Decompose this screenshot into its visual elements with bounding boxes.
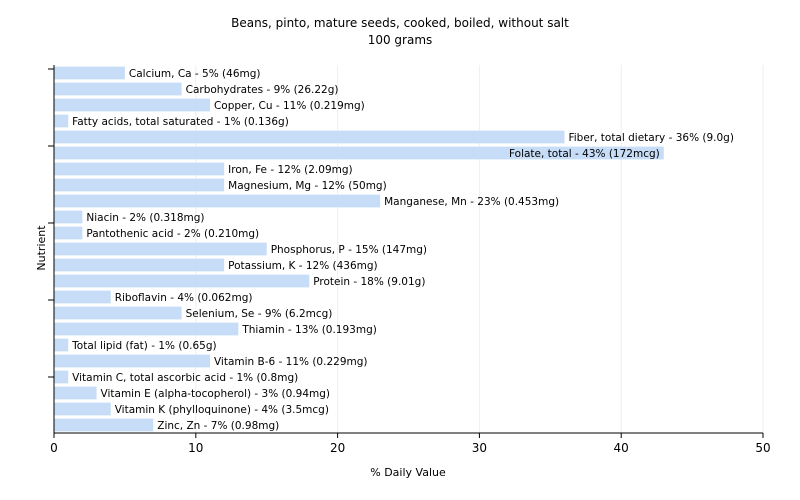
bar-label-17: Total lipid (fat) - 1% (0.65g) [71, 340, 216, 352]
bar-label-1: Carbohydrates - 9% (26.22g) [186, 84, 339, 96]
bar-19 [54, 370, 69, 384]
bar-label-16: Thiamin - 13% (0.193mg) [241, 324, 377, 336]
bar-0 [54, 66, 125, 80]
bar-label-3: Fatty acids, total saturated - 1% (0.136… [72, 116, 289, 128]
bar-9 [54, 210, 83, 224]
bar-2 [54, 98, 210, 112]
bar-4 [54, 130, 565, 144]
bar-label-21: Vitamin K (phylloquinone) - 4% (3.5mcg) [115, 404, 329, 416]
bar-15 [54, 306, 182, 320]
bar-label-12: Potassium, K - 12% (436mg) [228, 260, 378, 272]
bar-3 [54, 114, 69, 128]
bar-label-15: Selenium, Se - 9% (6.2mcg) [186, 308, 333, 320]
x-tick-label: 30 [472, 441, 487, 455]
x-tick-label: 0 [50, 441, 58, 455]
bar-label-9: Niacin - 2% (0.318mg) [86, 212, 204, 224]
bar-label-0: Calcium, Ca - 5% (46mg) [129, 68, 261, 80]
bar-label-22: Zinc, Zn - 7% (0.98mg) [157, 420, 279, 432]
bar-21 [54, 402, 111, 416]
bars-group: Calcium, Ca - 5% (46mg) Carbohydrates - 9… [54, 66, 734, 432]
bar-label-20: Vitamin E (alpha-tocopherol) - 3% (0.94m… [101, 388, 331, 400]
bar-18 [54, 354, 210, 368]
bar-label-2: Copper, Cu - 11% (0.219mg) [214, 100, 365, 112]
x-tick-label: 50 [755, 441, 770, 455]
bar-16 [54, 322, 239, 336]
chart-title: Beans, pinto, mature seeds, cooked, boil… [231, 16, 569, 30]
bar-20 [54, 386, 97, 400]
bar-label-10: Pantothenic acid - 2% (0.210mg) [86, 228, 259, 240]
y-axis-label: Nutrient [35, 225, 48, 271]
bar-22 [54, 418, 154, 432]
bar-label-8: Manganese, Mn - 23% (0.453mg) [384, 196, 559, 208]
bar-6 [54, 162, 225, 176]
bar-label-19: Vitamin C, total ascorbic acid - 1% (0.8… [72, 372, 298, 384]
axes-group: 0 10 20 30 40 50 [48, 65, 771, 455]
bar-label-18: Vitamin B-6 - 11% (0.229mg) [214, 356, 368, 368]
chart-subtitle: 100 grams [368, 33, 433, 47]
bar-11 [54, 242, 267, 256]
grid-lines [195, 65, 764, 433]
bar-label-5: Folate, total - 43% (172mcg) [509, 148, 660, 160]
x-tick-label: 20 [330, 441, 345, 455]
bar-label-14: Riboflavin - 4% (0.062mg) [115, 292, 253, 304]
bar-7 [54, 178, 225, 192]
bar-1 [54, 82, 182, 96]
bar-label-6: Iron, Fe - 12% (2.09mg) [228, 164, 352, 176]
bar-12 [54, 258, 225, 272]
bar-8 [54, 194, 381, 208]
bar-label-4: Fiber, total dietary - 36% (9.0g) [568, 132, 733, 144]
bar-13 [54, 274, 310, 288]
bar-label-11: Phosphorus, P - 15% (147mg) [271, 244, 427, 256]
bar-14 [54, 290, 111, 304]
bar-label-7: Magnesium, Mg - 12% (50mg) [228, 180, 387, 192]
bar-label-13: Protein - 18% (9.01g) [313, 276, 425, 288]
x-tick-label: 40 [614, 441, 629, 455]
bar-10 [54, 226, 83, 240]
x-tick-label: 10 [188, 441, 203, 455]
bar-17 [54, 338, 69, 352]
bar-5 [54, 146, 664, 160]
x-axis-label: % Daily Value [370, 466, 446, 479]
